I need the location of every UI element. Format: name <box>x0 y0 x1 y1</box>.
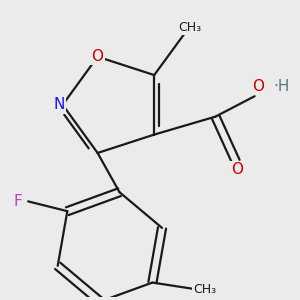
Text: CH₃: CH₃ <box>193 283 216 296</box>
Text: O: O <box>232 162 244 177</box>
Text: CH₃: CH₃ <box>178 21 202 34</box>
Text: N: N <box>54 97 65 112</box>
Text: ·H: ·H <box>273 79 290 94</box>
Text: F: F <box>14 194 23 209</box>
Text: O: O <box>252 79 264 94</box>
Text: O: O <box>92 49 104 64</box>
